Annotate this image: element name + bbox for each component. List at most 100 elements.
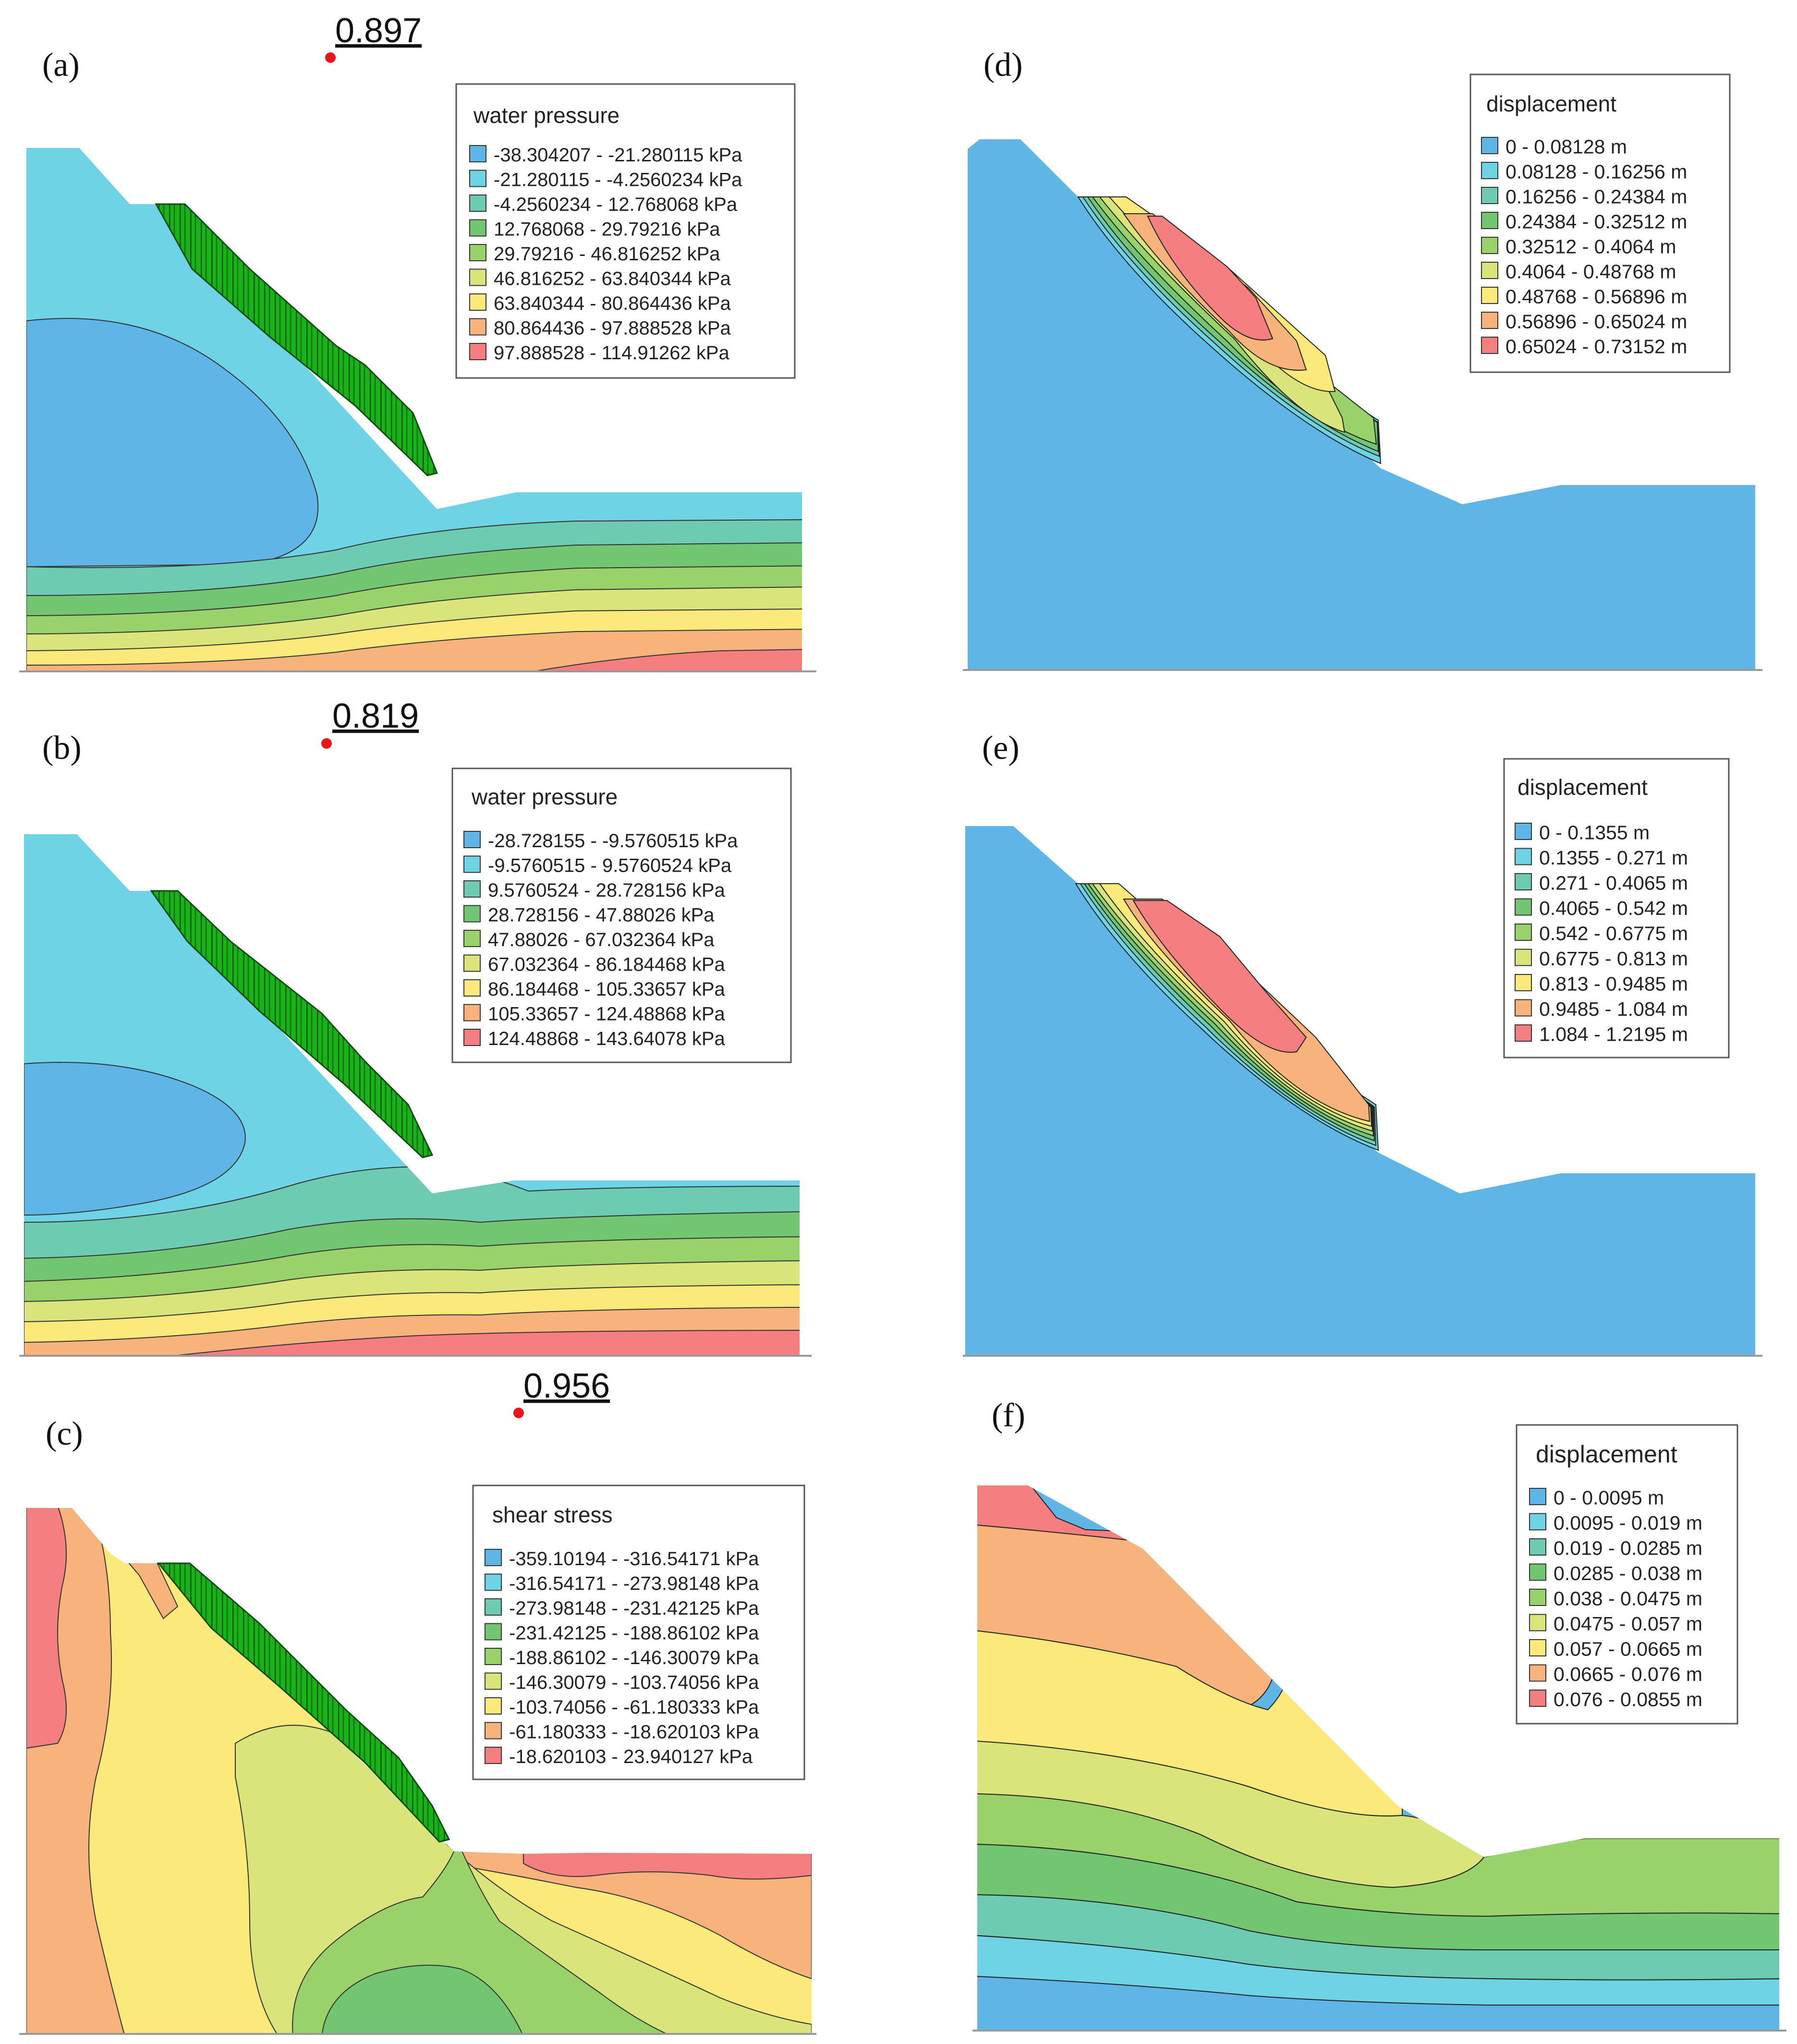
- panel-e-legend-entry: 0.1355 - 0.271 m: [1539, 847, 1688, 869]
- panel-a-legend: water pressure -38.304207 - -21.280115 k…: [455, 83, 796, 379]
- panel-e-legend-entry: 0.6775 - 0.813 m: [1539, 948, 1688, 970]
- panel-b-legend-entry: 47.88026 - 67.032364 kPa: [488, 929, 715, 950]
- panel-f-legend-entry: 0.0475 - 0.057 m: [1554, 1613, 1702, 1635]
- panel-a-label: (a): [42, 47, 80, 84]
- panel-b-sliding-mass: [150, 890, 434, 1158]
- panel-b-legend-entry: 124.48868 - 143.64078 kPa: [488, 1028, 726, 1049]
- panel-b-legend-swatch: [463, 905, 481, 923]
- panel-e-legend-swatch: [1515, 949, 1532, 966]
- panel-e-legend-entry: 0.9485 - 1.084 m: [1539, 998, 1688, 1020]
- panel-c-marker-value: 0.956: [523, 1367, 610, 1405]
- panel-b-legend-entry: 86.184468 - 105.33657 kPa: [488, 979, 726, 1000]
- panel-f-legend-swatch: [1529, 1513, 1546, 1531]
- panel-b-legend-swatch: [463, 880, 481, 898]
- panel-e-legend-entry: 0.542 - 0.6775 m: [1539, 922, 1688, 944]
- panel-e-label: (e): [982, 730, 1020, 766]
- panel-e-legend-title: displacement: [1518, 775, 1648, 800]
- panel-f-legend-entry: 0.038 - 0.0475 m: [1554, 1587, 1702, 1609]
- panel-d-slope-body: [968, 139, 1755, 670]
- panel-b-legend-entry: 67.032364 - 86.184468 kPa: [488, 954, 726, 975]
- panel-a-legend-swatch: [469, 170, 486, 187]
- panel-d-legend-swatch: [1481, 187, 1498, 204]
- panel-d-legend-swatch: [1481, 137, 1498, 154]
- panel-e-legend-swatch: [1515, 898, 1532, 916]
- panel-f-legend-swatch: [1529, 1563, 1546, 1581]
- panel-b-legend-swatch: [463, 831, 481, 848]
- panel-c-legend-swatch: [485, 1648, 502, 1665]
- panel-c-legend-entry: -18.620103 - 23.940127 kPa: [509, 1746, 753, 1767]
- panel-c-legend-swatch: [485, 1573, 502, 1591]
- panel-e-legend-swatch: [1515, 873, 1532, 890]
- panel-c-legend-swatch: [485, 1697, 502, 1715]
- panel-f-band-2: [977, 1934, 1779, 2006]
- panel-d-legend-entry: 0.08128 - 0.16256 m: [1506, 160, 1687, 182]
- panel-d-legend-swatch: [1481, 262, 1498, 279]
- panel-a-marker-dot: [325, 52, 336, 63]
- panel-e-legend-swatch: [1515, 974, 1532, 991]
- panel-e-slope-body: [965, 826, 1755, 1356]
- panel-f-legend-entry: 0.0665 - 0.076 m: [1554, 1663, 1702, 1685]
- panel-d-legend-entry: 0.16256 - 0.24384 m: [1506, 185, 1687, 207]
- panel-e-shell-9: [1132, 900, 1307, 1053]
- panel-c-legend-box: [472, 1484, 805, 1780]
- panel-c-legend-swatch: [485, 1623, 502, 1641]
- panel-b-region-1: [24, 1062, 246, 1216]
- panel-d-legend-title: displacement: [1486, 91, 1616, 116]
- panel-d-legend-entry: 0 - 0.08128 m: [1506, 135, 1627, 158]
- panel-b-water-pressure: (b) 0.819 water pressure -28.728155 - -9…: [19, 697, 812, 1357]
- panel-f-legend-swatch: [1529, 1639, 1546, 1656]
- panel-a-legend-swatch: [469, 293, 486, 311]
- panel-e-legend-entry: 0 - 0.1355 m: [1539, 821, 1650, 843]
- panel-c-shear-stress: (c) 0.956 shear stress -359.10194 - -316…: [19, 1367, 816, 2035]
- panel-e-legend-swatch: [1515, 823, 1532, 840]
- panel-d-legend-entry: 0.56896 - 0.65024 m: [1506, 310, 1687, 332]
- panel-e-legend-swatch: [1515, 1024, 1532, 1042]
- panel-b-legend-entry: -28.728155 - -9.5760515 kPa: [488, 830, 738, 852]
- panel-c-legend-title: shear stress: [492, 1502, 613, 1527]
- panel-e-legend-swatch: [1515, 924, 1532, 941]
- panel-c-label: (c): [46, 1415, 83, 1452]
- panel-a-legend-box: [455, 83, 796, 379]
- panel-a-legend-entry: 12.768068 - 29.79216 kPa: [494, 219, 720, 240]
- panel-a-region-1: [26, 318, 319, 568]
- panel-a-legend-entry: 29.79216 - 46.816252 kPa: [494, 243, 720, 265]
- panel-d-legend-box: [1469, 73, 1731, 373]
- panel-f-legend-entry: 0.057 - 0.0665 m: [1554, 1638, 1702, 1660]
- panel-b-legend-title: water pressure: [471, 784, 618, 809]
- panel-f-legend-swatch: [1529, 1690, 1546, 1707]
- panel-d-legend-swatch: [1481, 162, 1498, 179]
- panel-b-legend: water pressure -28.728155 - -9.5760515 k…: [451, 767, 792, 1063]
- panel-b-legend-swatch: [463, 930, 481, 947]
- panel-c-region-red-left: [26, 1508, 67, 1749]
- panel-c-legend-swatch: [485, 1722, 502, 1740]
- panel-f-legend-swatch: [1529, 1488, 1546, 1505]
- panel-c-legend-entry: -146.30079 - -103.74056 kPa: [509, 1672, 759, 1693]
- panel-a-legend-entry: 46.816252 - 63.840344 kPa: [494, 268, 731, 290]
- panel-d-legend: displacement 0 - 0.08128 m0.08128 - 0.16…: [1469, 73, 1731, 373]
- panel-f-legend-box: [1516, 1424, 1738, 1725]
- panel-a-water-pressure: (a) 0.897 water pressure -38.304207 - -2…: [19, 12, 816, 672]
- panel-a-legend-entry: 63.840344 - 80.864436 kPa: [494, 293, 731, 314]
- panel-a-legend-swatch: [469, 343, 486, 360]
- panel-b-legend-box: [451, 767, 792, 1063]
- panel-e-legend-entry: 0.271 - 0.4065 m: [1539, 872, 1688, 894]
- panel-a-band-9: [528, 648, 802, 671]
- panel-f-legend-swatch: [1529, 1538, 1546, 1556]
- panel-c-sliding-mass: [157, 1562, 450, 1843]
- panel-b-legend-swatch: [463, 1004, 481, 1022]
- panel-c-legend: shear stress -359.10194 - -316.54171 kPa…: [472, 1484, 805, 1780]
- panel-f-legend-entry: 0.076 - 0.0855 m: [1554, 1688, 1702, 1710]
- panel-c-legend-entry: -231.42125 - -188.86102 kPa: [509, 1623, 759, 1644]
- panel-c-legend-entry: -188.86102 - -146.30079 kPa: [509, 1647, 759, 1668]
- panel-a-marker-value: 0.897: [335, 12, 422, 50]
- panel-b-legend-swatch: [463, 855, 481, 873]
- panel-a-legend-swatch: [469, 318, 486, 336]
- panel-f-legend: displacement 0 - 0.0095 m 0.0095 - 0.019 …: [1516, 1424, 1738, 1725]
- panel-c-legend-swatch: [485, 1747, 502, 1764]
- panel-a-legend-swatch: [469, 219, 486, 237]
- panel-d-shell-9: [1147, 216, 1274, 341]
- panel-a-legend-swatch: [469, 145, 486, 162]
- panel-d-label: (d): [983, 47, 1023, 84]
- panel-e-legend-entry: 0.813 - 0.9485 m: [1539, 973, 1688, 995]
- panel-b-marker-value: 0.819: [332, 697, 419, 735]
